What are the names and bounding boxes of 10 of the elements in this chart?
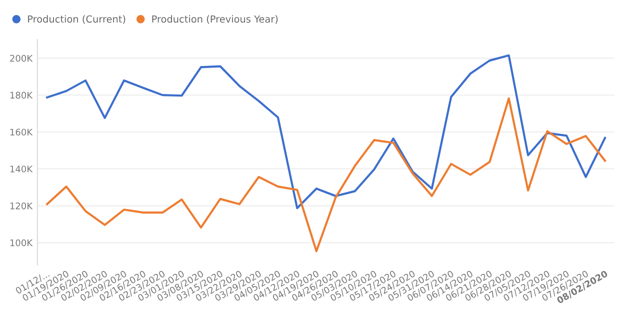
line-series [46, 97, 606, 252]
y-tick-label: 200K [10, 54, 33, 62]
y-tick-label: 120K [10, 202, 33, 210]
line-series [46, 54, 606, 210]
legend-label: Production (Previous Year) [152, 15, 278, 24]
legend-label: Production (Current) [28, 15, 126, 24]
y-tick-label: 180K [10, 92, 33, 99]
y-tick-label: 160K [10, 128, 33, 136]
y-tick-label: 100K [10, 239, 33, 246]
y-tick-label: 140K [10, 166, 33, 172]
